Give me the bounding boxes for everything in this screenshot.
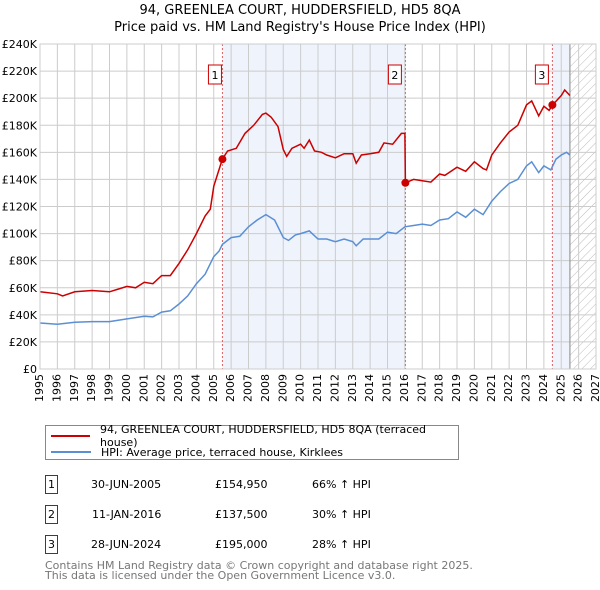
sale-marker-box-3 <box>534 64 549 85</box>
sale-row-3: 3 28-JUN-2024 £195,000 28% ↑ HPI <box>45 535 465 555</box>
sale-date: 30-JUN-2005 <box>91 478 162 491</box>
sale-point-2 <box>401 178 410 187</box>
x-tick-label: 1996 <box>50 374 63 402</box>
y-tick-label: £0 <box>23 363 37 376</box>
sale-hpi: 66% ↑ HPI <box>312 478 371 491</box>
x-tick-label: 2007 <box>242 374 255 402</box>
footer-licence: This data is licensed under the Open Gov… <box>45 569 396 582</box>
series-line-property <box>40 88 571 297</box>
y-tick-label: £140K <box>2 173 38 186</box>
x-tick-label: 2006 <box>224 374 237 402</box>
plot-border <box>39 43 597 370</box>
chart-subtitle: Price paid vs. HM Land Registry's House … <box>114 20 486 35</box>
sale-price: £195,000 <box>215 538 268 551</box>
x-tick-label: 2002 <box>155 374 168 402</box>
sale-marker-1: 1 <box>45 475 58 494</box>
y-tick-label: £160K <box>2 146 38 159</box>
x-tick-label: 2012 <box>328 374 341 402</box>
x-tick-label: 2023 <box>520 374 533 402</box>
sale-marker-box-1 <box>207 64 222 85</box>
sale-price: £137,500 <box>215 508 268 521</box>
x-tick-label: 2011 <box>311 374 324 402</box>
y-tick-label: £80K <box>9 255 38 268</box>
x-tick-label: 1998 <box>85 374 98 402</box>
x-tick-label: 2018 <box>433 374 446 402</box>
sale-marker-label-1: 1 <box>211 69 218 82</box>
x-tick-label: 2009 <box>276 374 289 402</box>
legend-label-hpi: HPI: Average price, terraced house, Kirk… <box>101 445 344 459</box>
y-tick-label: £60K <box>9 282 38 295</box>
legend-line-hpi <box>51 451 91 453</box>
x-tick-label: 2026 <box>572 374 585 402</box>
y-tick-label: £120K <box>2 201 38 214</box>
sale-marker-label-3: 3 <box>538 69 545 82</box>
sale-marker-label-2: 2 <box>391 69 398 82</box>
x-tick-label: 2017 <box>415 374 428 402</box>
sale-hpi: 30% ↑ HPI <box>312 508 371 521</box>
chart-plot: 1995 1996 1997 1998 1999 2000 2001 2002 2003 2004… <box>2 38 600 402</box>
x-tick-label: 1995 <box>33 374 46 402</box>
x-tick-label: 2027 <box>589 374 600 402</box>
sale-date: 11-JAN-2016 <box>92 508 162 521</box>
series-line-hpi <box>40 151 571 326</box>
x-tick-label: 2010 <box>294 374 307 402</box>
x-tick-label: 2021 <box>485 374 498 402</box>
y-tick-label: £20K <box>9 336 38 349</box>
y-tick-label: £220K <box>2 65 38 78</box>
legend: 94, GREENLEA COURT, HUDDERSFIELD, HD5 8Q… <box>45 423 459 460</box>
legend-item-property: 94, GREENLEA COURT, HUDDERSFIELD, HD5 8Q… <box>51 423 458 449</box>
sale-marker-box-2 <box>387 64 402 85</box>
x-tick-label: 2020 <box>467 374 480 402</box>
y-tick-label: £100K <box>2 228 38 241</box>
x-tick-label: 2005 <box>207 374 220 402</box>
y-tick-label: £240K <box>2 38 38 51</box>
x-tick-label: 2013 <box>346 374 359 402</box>
sale-hpi: 28% ↑ HPI <box>312 538 371 551</box>
sale-date: 28-JUN-2024 <box>91 538 162 551</box>
sale-row-1: 1 30-JUN-2005 £154,950 66% ↑ HPI <box>45 475 465 495</box>
footer-copyright: Contains HM Land Registry data © Crown c… <box>45 559 473 572</box>
x-tick-label: 2016 <box>398 374 411 402</box>
legend-line-property <box>51 435 91 437</box>
y-tick-label: £200K <box>2 92 38 105</box>
x-tick-label: 1999 <box>103 374 116 402</box>
x-tick-label: 2003 <box>172 374 185 402</box>
x-tick-label: 2022 <box>502 374 515 402</box>
sale-marker-2: 2 <box>45 505 58 524</box>
sale-row-2: 2 11-JAN-2016 £137,500 30% ↑ HPI <box>45 505 465 525</box>
x-tick-label: 2024 <box>537 374 550 402</box>
sale-point-1 <box>218 155 227 164</box>
sale-point-3 <box>548 100 557 109</box>
x-tick-label: 2014 <box>363 374 376 402</box>
legend-label-property: 94, GREENLEA COURT, HUDDERSFIELD, HD5 8Q… <box>100 423 426 449</box>
legend-item-hpi: HPI: Average price, terraced house, Kirk… <box>51 444 343 460</box>
x-tick-label: 2004 <box>189 374 202 402</box>
x-tick-label: 2019 <box>450 374 463 402</box>
chart-title: 94, GREENLEA COURT, HUDDERSFIELD, HD5 8Q… <box>139 3 461 18</box>
sale-marker-3: 3 <box>45 535 58 554</box>
x-tick-label: 2008 <box>259 374 272 402</box>
x-tick-label: 2025 <box>554 374 567 402</box>
sale-price: £154,950 <box>215 478 268 491</box>
x-tick-label: 2015 <box>381 374 394 402</box>
y-tick-label: £40K <box>9 309 38 322</box>
x-tick-label: 2000 <box>120 374 133 402</box>
x-tick-label: 2001 <box>137 374 150 402</box>
x-tick-label: 1997 <box>68 374 81 402</box>
y-tick-label: £180K <box>2 119 38 132</box>
